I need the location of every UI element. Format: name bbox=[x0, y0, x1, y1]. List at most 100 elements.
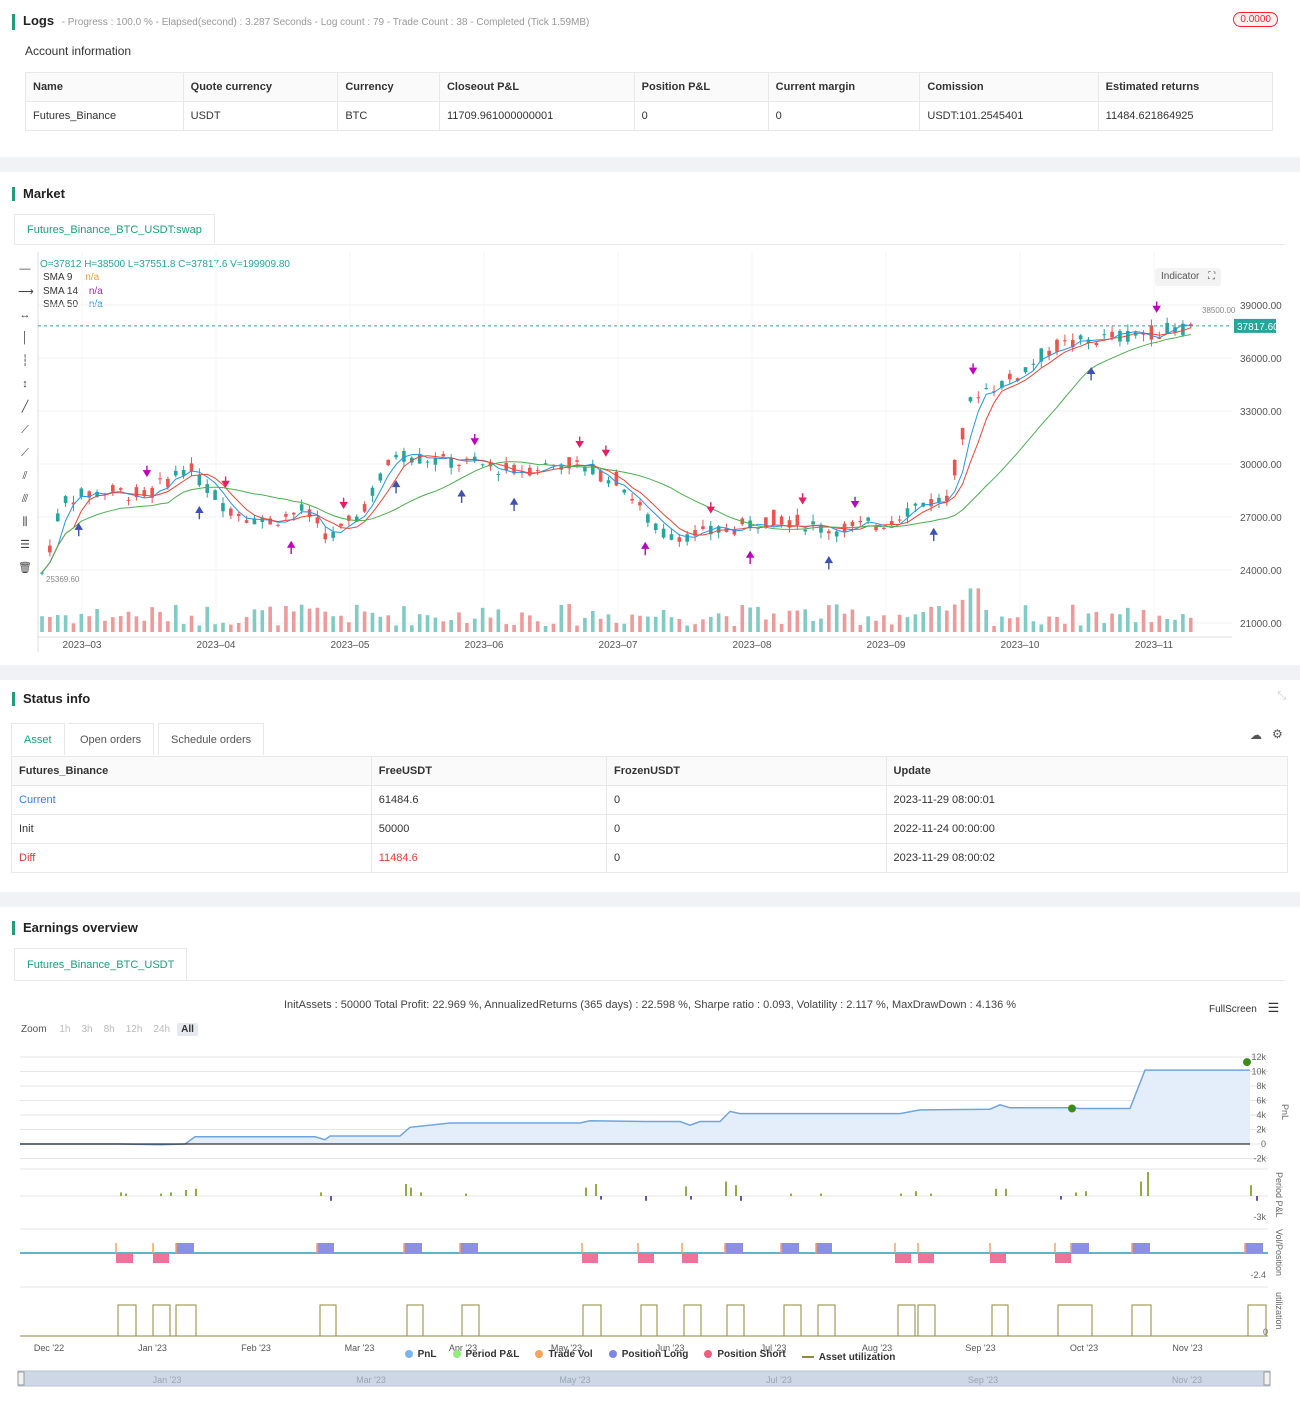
account-cell: Futures_Binance bbox=[25, 101, 184, 131]
vertical-line-icon[interactable]: │ bbox=[21, 332, 29, 344]
position-short-bar bbox=[638, 1253, 654, 1263]
period-pnl-bar bbox=[995, 1188, 997, 1196]
profit-badge: 0.0000 bbox=[1233, 12, 1278, 27]
menu-icon[interactable]: ☰ bbox=[1267, 1000, 1280, 1015]
candle-body bbox=[197, 474, 202, 486]
fullscreen-button[interactable]: FullScreen ☰ bbox=[1209, 1000, 1279, 1016]
asset-row-name: Diff bbox=[11, 843, 372, 873]
volume-bar bbox=[1086, 613, 1091, 632]
account-column-header: Name bbox=[25, 72, 184, 102]
legend-item[interactable]: Asset utilization bbox=[801, 1352, 895, 1363]
x-tick-label: Apr '23 bbox=[449, 1343, 477, 1353]
trade-marker-icon bbox=[195, 505, 204, 520]
zoom-option-24h[interactable]: 24h bbox=[153, 1024, 171, 1035]
horizontal-ray-icon[interactable]: ↔ bbox=[19, 309, 31, 321]
tab-open-orders[interactable]: Open orders bbox=[68, 723, 155, 755]
candle-body bbox=[229, 508, 233, 516]
zoom-option-1h[interactable]: 1h bbox=[59, 1024, 71, 1035]
trade-marker-icon bbox=[1152, 301, 1161, 313]
candle-body bbox=[1047, 350, 1051, 356]
x-tick-label: 2023–07 bbox=[599, 640, 638, 651]
candlestick-chart[interactable]: 39000.00 36000.00 33000.00 30000.00 27000.00… bbox=[0, 172, 1300, 665]
earnings-chart[interactable]: 12k 10k 8k 6k 4k 2k 0 -2k PnL -3k Period P&L -2.4 Vo… bbox=[0, 907, 1300, 1409]
volume-bar bbox=[551, 623, 556, 632]
volume-bar bbox=[472, 618, 477, 632]
volume-bar bbox=[118, 616, 123, 632]
trash-icon[interactable]: 🗑 bbox=[18, 562, 32, 574]
indicator-button[interactable]: Indicator ⛶ bbox=[1155, 268, 1221, 286]
price-line-icon[interactable]: ↕ bbox=[22, 378, 28, 390]
tab-earnings-symbol[interactable]: Futures_Binance_BTC_USDT bbox=[14, 948, 188, 980]
period-pnl-bar bbox=[170, 1192, 172, 1196]
candle-body bbox=[1086, 339, 1091, 344]
settings-icon[interactable]: ⚙ bbox=[1272, 727, 1283, 741]
volume-bar bbox=[677, 618, 682, 632]
legend-marker bbox=[801, 1356, 814, 1358]
parallel-line-icon[interactable]: ⫻ bbox=[21, 493, 29, 505]
period-pnl-bar bbox=[120, 1192, 122, 1196]
volume-bar bbox=[370, 612, 375, 632]
volume-bar bbox=[929, 606, 933, 632]
volume-bar bbox=[402, 606, 406, 632]
sma-fast-line bbox=[41, 324, 1191, 573]
cloud-download-icon[interactable]: ☁ bbox=[1250, 728, 1262, 742]
collapse-icon[interactable]: ⤡ bbox=[1277, 690, 1286, 702]
x-tick-label: 2023–03 bbox=[63, 640, 102, 651]
candle-body bbox=[598, 470, 603, 482]
volume-bar bbox=[126, 611, 131, 632]
tab-asset[interactable]: Asset bbox=[11, 723, 65, 755]
zoom-option-8h[interactable]: 8h bbox=[103, 1024, 115, 1035]
zoom-option-12h[interactable]: 12h bbox=[125, 1024, 143, 1035]
candle-body bbox=[291, 512, 296, 515]
trade-marker-icon bbox=[509, 497, 519, 512]
volume-bar bbox=[1133, 622, 1138, 632]
candle-body bbox=[284, 514, 288, 517]
legend-item[interactable]: Position Long bbox=[608, 1349, 688, 1360]
trend-line-icon[interactable]: ╱ bbox=[21, 401, 29, 413]
utilization-line bbox=[20, 1304, 1268, 1337]
legend-item[interactable]: PnL bbox=[404, 1349, 437, 1360]
last-price-tag bbox=[1234, 318, 1276, 333]
legend-item[interactable]: Trade Vol bbox=[535, 1349, 593, 1360]
volume-bar bbox=[488, 617, 493, 632]
asset-column-header: Update bbox=[885, 756, 1289, 786]
measure-icon[interactable]: ☰ bbox=[20, 539, 30, 551]
zoom-option-3h[interactable]: 3h bbox=[81, 1024, 93, 1035]
horizontal-line-icon[interactable]: ⟶ bbox=[18, 286, 34, 298]
candle-body bbox=[323, 533, 328, 540]
account-column-header: Current margin bbox=[767, 72, 921, 102]
candle-body bbox=[811, 521, 815, 525]
x-tick-label: Oct '23 bbox=[1070, 1343, 1098, 1353]
zoom-option-All[interactable]: All bbox=[177, 1023, 198, 1036]
volume-bar bbox=[1094, 611, 1099, 632]
candle-body bbox=[1141, 333, 1146, 335]
legend-marker bbox=[535, 1350, 544, 1358]
volume-bar bbox=[1015, 617, 1020, 632]
candle-body bbox=[111, 485, 115, 492]
ray-line-icon[interactable]: ⟋ bbox=[21, 424, 29, 436]
volume-bar bbox=[795, 610, 800, 632]
price-channel-icon[interactable]: ⫽ bbox=[22, 470, 28, 482]
period-pnl-bar bbox=[1256, 1196, 1258, 1201]
crosshair-icon[interactable]: — bbox=[19, 263, 31, 275]
period-pnl-bar bbox=[1060, 1196, 1062, 1200]
trade-marker-icon bbox=[824, 556, 834, 570]
candle-body bbox=[1063, 340, 1067, 342]
candle-body bbox=[339, 523, 343, 527]
account-cell: 0 bbox=[767, 101, 921, 131]
candle-body bbox=[95, 491, 99, 497]
volume-bar bbox=[166, 621, 170, 632]
fibonacci-icon[interactable]: ⫼ bbox=[22, 516, 28, 528]
max-drawdown-marker bbox=[1068, 1104, 1076, 1113]
trade-marker-icon bbox=[286, 540, 296, 555]
segment-icon[interactable]: ⟋ bbox=[21, 447, 29, 459]
pnl-tick-label: -2k bbox=[1253, 1154, 1266, 1164]
trade-marker-icon bbox=[142, 465, 152, 478]
tab-schedule-orders[interactable]: Schedule orders bbox=[158, 723, 265, 755]
tab-market-symbol[interactable]: Futures_Binance_BTC_USDT:swap bbox=[14, 214, 215, 244]
candle-body bbox=[960, 428, 965, 440]
legend-item[interactable]: Period P&L bbox=[452, 1349, 519, 1360]
vertical-segment-icon[interactable]: ┆ bbox=[21, 355, 29, 367]
legend-item[interactable]: Position Short bbox=[704, 1349, 786, 1360]
candle-body bbox=[1110, 331, 1114, 338]
